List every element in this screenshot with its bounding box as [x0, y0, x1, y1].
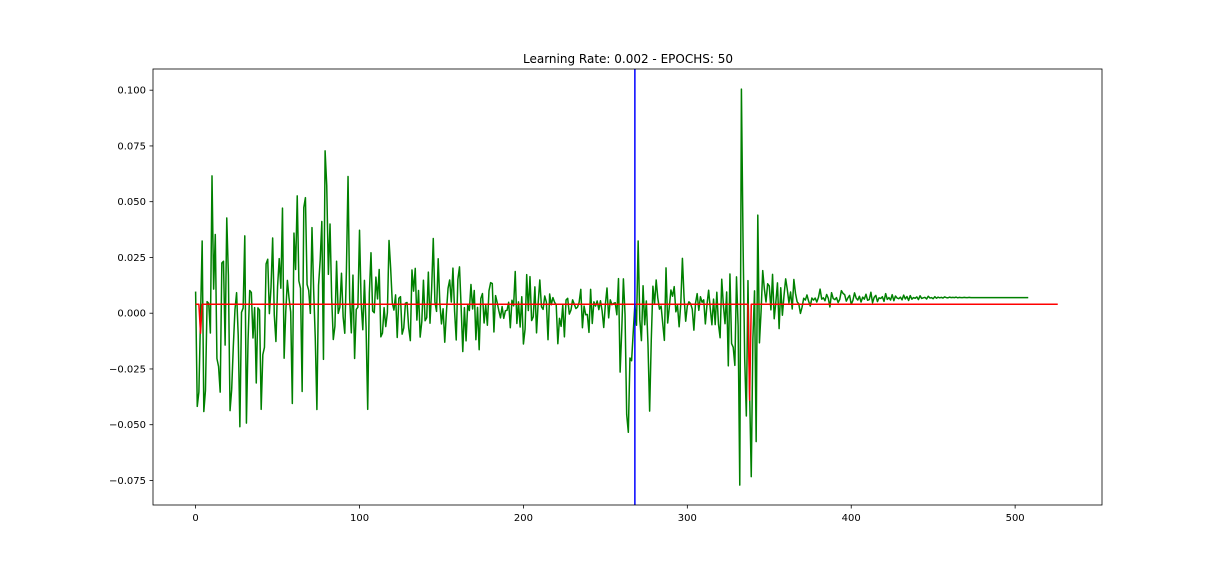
x-tick-label: 300 — [678, 513, 697, 524]
series-line-1 — [194, 88, 1029, 486]
plot-area — [194, 69, 1058, 505]
x-axis: 0 100 200 300 400 500 — [192, 505, 1025, 524]
y-axis: 0.100 0.075 0.050 0.025 0.000 −0.025 −0.050 −0.… — [109, 86, 153, 487]
y-tick-label: 0.000 — [117, 309, 146, 320]
chart-title: Learning Rate: 0.002 - EPOCHS: 50 — [523, 52, 733, 66]
y-tick-label: −0.075 — [109, 476, 146, 487]
y-tick-label: 0.050 — [117, 197, 146, 208]
x-tick-label: 200 — [514, 513, 533, 524]
x-tick-label: 0 — [192, 513, 198, 524]
y-tick-label: 0.025 — [117, 253, 146, 264]
x-tick-label: 400 — [842, 513, 861, 524]
x-tick-label: 500 — [1006, 513, 1025, 524]
axes-frame — [152, 68, 1103, 506]
y-tick-label: 0.100 — [117, 86, 146, 97]
x-tick-label: 100 — [350, 513, 369, 524]
series-line-2 — [195, 303, 1058, 401]
y-tick-label: −0.050 — [109, 420, 146, 431]
y-tick-label: −0.025 — [109, 364, 146, 375]
y-tick-label: 0.075 — [117, 141, 146, 152]
